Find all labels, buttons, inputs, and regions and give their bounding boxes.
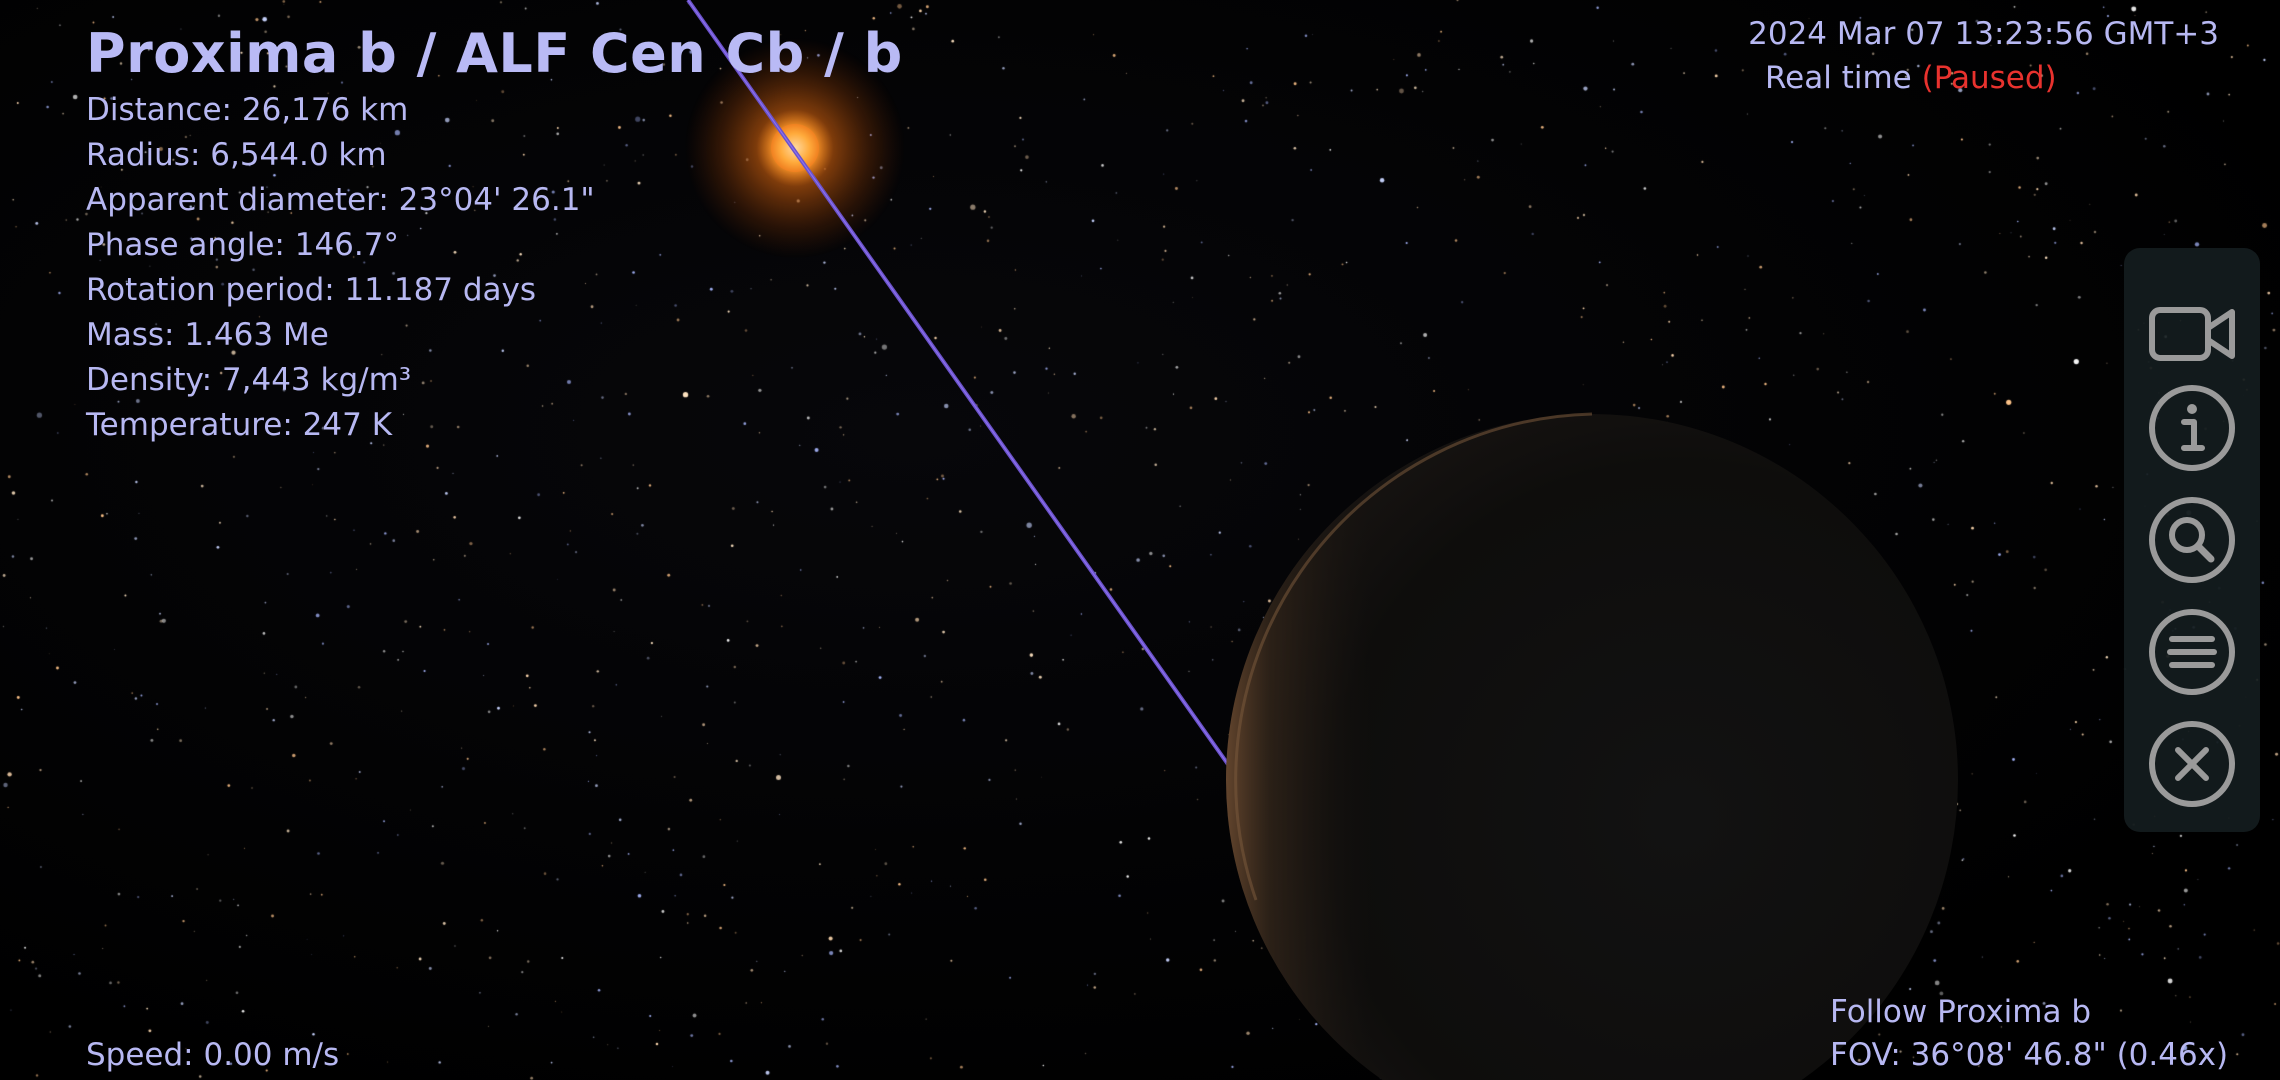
speed-readout: Speed: 0.00 m/s [86,1037,340,1073]
orbit-line-highlight [687,0,1233,771]
info-radius: Radius: 6,544.0 km [86,137,387,173]
follow-target: Follow Proxima b [1830,994,2092,1030]
side-toolbar [2124,248,2260,832]
fov-readout: FOV: 36°08' 46.8" (0.46x) [1830,1037,2229,1073]
object-title: Proxima b / ALF Cen Cb / b [86,22,903,85]
info-apparent-diameter: Apparent diameter: 23°04' 26.1" [86,182,595,218]
object-info-list: Distance: 26,176 km Radius: 6,544.0 km A… [86,88,595,448]
menu-button[interactable] [2146,606,2238,698]
info-temperature: Temperature: 247 K [86,407,393,443]
planet-proxima-b[interactable] [1226,412,1958,1080]
camera-icon [2149,307,2235,361]
close-button[interactable] [2146,718,2238,810]
camera-button[interactable] [2146,288,2238,380]
info-button[interactable] [2146,382,2238,474]
info-rotation-period: Rotation period: 11.187 days [86,272,537,308]
search-button[interactable] [2146,494,2238,586]
info-distance: Distance: 26,176 km [86,92,409,128]
info-density: Density: 7,443 kg/m³ [86,362,412,398]
time-mode[interactable]: Real time (Paused) [1765,56,2057,101]
paused-status: (Paused) [1921,60,2057,96]
info-phase-angle: Phase angle: 146.7° [86,227,399,263]
close-icon [2149,721,2235,807]
info-mass: Mass: 1.463 Me [86,317,329,353]
search-icon [2149,497,2235,583]
menu-icon [2149,609,2235,695]
datetime-display[interactable]: 2024 Mar 07 13:23:56 GMT+3 [1748,16,2219,52]
time-mode-label: Real time [1765,60,1912,96]
info-icon [2149,385,2235,471]
